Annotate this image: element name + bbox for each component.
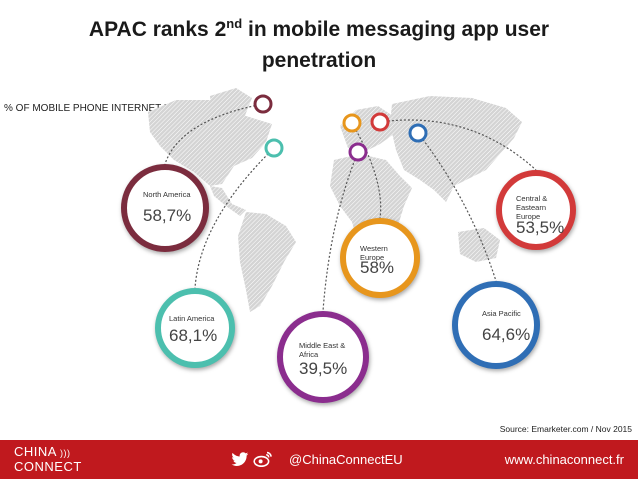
page-title: APAC ranks 2nd in mobile messaging app u… <box>0 8 638 76</box>
marker-middle-east-africa <box>348 142 368 162</box>
weibo-icon[interactable] <box>253 451 273 467</box>
australia-shape <box>458 228 500 262</box>
marker-western-europe <box>342 113 362 133</box>
connector-central-eastearn-europe <box>379 119 537 171</box>
region-value: 64,6% <box>482 325 531 344</box>
region-label: Asia Pacific <box>482 309 521 318</box>
central-america-shape <box>210 186 246 216</box>
connector-western-europe <box>351 122 382 219</box>
region-value: 58,7% <box>143 206 192 225</box>
region-label: Latin America <box>169 314 215 323</box>
chart-subtitle: % OF MOBILE PHONE INTERNET USERS <box>4 103 199 114</box>
logo-line2: CONNECT <box>14 459 82 474</box>
connector-north-america <box>164 103 264 165</box>
title-text: APAC ranks 2 <box>88 18 227 41</box>
footer-bar: CHINA))) CONNECT @ChinaConnectEU www.chi… <box>0 440 638 479</box>
region-label: Western Europe <box>360 244 388 262</box>
social-icons <box>231 451 273 470</box>
title-line2: penetration <box>261 49 377 72</box>
bubble-asia-pacific: Asia Pacific 64,6% <box>452 281 540 369</box>
title-sup: nd <box>226 16 243 31</box>
marker-asia-pacific <box>408 123 428 143</box>
region-label: Central & Eastearn Europe <box>516 194 548 221</box>
bubble-central-eastearn-europe: Central & Eastearn Europe 53,5% <box>496 170 576 250</box>
connector-asia-pacific <box>417 132 497 282</box>
twitter-handle[interactable]: @ChinaConnectEU <box>289 452 403 467</box>
bubble-latin-america: Latin America 68,1% <box>155 288 235 368</box>
region-value: 58% <box>360 258 395 277</box>
south-america-shape <box>238 212 296 312</box>
region-value: 68,1% <box>169 326 218 345</box>
logo-line1: CHINA <box>14 444 57 459</box>
region-value: 53,5% <box>516 218 565 237</box>
region-label: North America <box>143 190 191 199</box>
signal-icon: ))) <box>59 448 71 458</box>
website-link[interactable]: www.chinaconnect.fr <box>504 452 624 467</box>
marker-north-america <box>253 94 273 114</box>
source-note: Source: Emarketer.com / Nov 2015 <box>499 424 632 434</box>
region-label: Middle East & Africa <box>299 341 346 359</box>
bubble-middle-east-africa: Middle East & Africa 39,5% <box>277 311 369 403</box>
marker-latin-america <box>264 138 284 158</box>
china-connect-logo: CHINA))) CONNECT <box>14 445 82 474</box>
bubble-north-america: North America 58,7% <box>121 164 209 252</box>
title-text-rest: in mobile messaging app user <box>242 18 550 41</box>
marker-central-eastearn-europe <box>370 112 390 132</box>
asia-shape <box>390 96 522 202</box>
connector-middle-east-africa <box>322 151 359 312</box>
north-america-shape <box>148 100 272 186</box>
bubble-western-europe: Western Europe 58% <box>340 218 420 298</box>
connector-lines <box>164 103 537 312</box>
region-value: 39,5% <box>299 359 348 378</box>
twitter-bird-icon[interactable] <box>231 452 249 467</box>
region-markers <box>253 94 428 162</box>
connector-latin-america <box>194 147 275 289</box>
